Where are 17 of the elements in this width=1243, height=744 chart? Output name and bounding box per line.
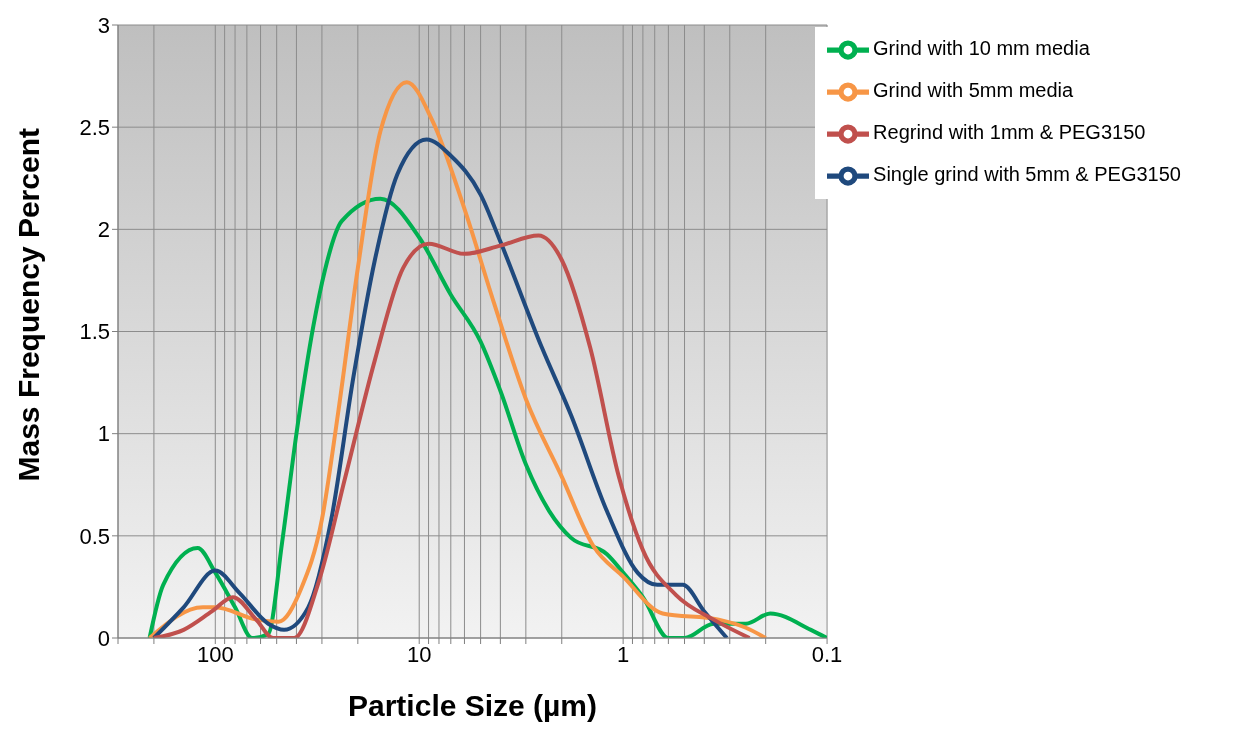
legend-label: Regrind with 1mm & PEG3150 bbox=[873, 121, 1146, 144]
legend-label: Single grind with 5mm & PEG3150 bbox=[873, 163, 1181, 186]
x-tick-label: 0.1 bbox=[811, 641, 843, 667]
y-axis-title: Mass Frequency Percent bbox=[11, 128, 45, 482]
y-tick-label: 1 bbox=[97, 421, 110, 447]
legend-label: Grind with 10 mm media bbox=[873, 37, 1090, 60]
x-tick-label: 10 bbox=[406, 641, 432, 667]
x-tick-label: 1 bbox=[617, 641, 630, 667]
y-tick-label: 3 bbox=[97, 12, 110, 38]
x-axis-title: Particle Size (µm) bbox=[348, 689, 598, 722]
y-tick-label: 2 bbox=[97, 217, 110, 243]
legend-label: Grind with 5mm media bbox=[873, 79, 1074, 102]
y-tick-label: 2.5 bbox=[79, 114, 110, 140]
y-tick-label: 1.5 bbox=[79, 319, 110, 345]
y-tick-label: 0 bbox=[97, 625, 110, 651]
x-tick-label: 100 bbox=[196, 641, 234, 667]
y-tick-label: 0.5 bbox=[79, 523, 110, 549]
